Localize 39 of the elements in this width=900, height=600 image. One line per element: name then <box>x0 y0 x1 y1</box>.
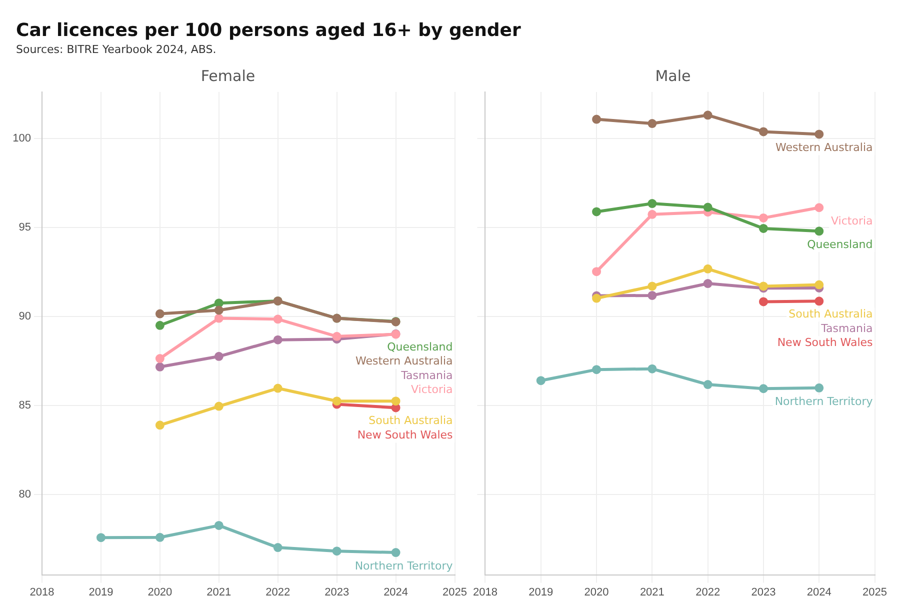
y-tick-label: 85 <box>18 400 31 412</box>
text: Tasmania <box>820 322 873 335</box>
text: South Australia <box>788 308 873 321</box>
series-label: Northern Territory <box>774 394 874 408</box>
series-label: Northern Territory <box>354 559 454 572</box>
text: New South Wales <box>357 428 454 442</box>
x-tick-label: 2024 <box>806 586 832 598</box>
text: New South Wales <box>777 336 874 350</box>
x-tick-label: 2019 <box>528 586 554 598</box>
series-label: Queensland <box>807 238 873 251</box>
y-tick-label: 80 <box>18 488 31 501</box>
x-tick-label: 2018 <box>472 586 498 598</box>
x-tick-label: 2023 <box>751 586 776 598</box>
x-tick-label: 2024 <box>384 586 408 598</box>
text: Victoria <box>411 383 453 396</box>
y-tick-label: 90 <box>18 310 31 323</box>
chart-title: Car licences per 100 persons aged 16+ by gender <box>16 20 522 41</box>
series-label: Queensland <box>387 340 453 354</box>
source-note: Sources: BITRE Yearbook 2024, ABS. <box>16 43 218 56</box>
chart-subtitle: Female <box>200 66 256 85</box>
x-tick-label: 2018 <box>30 586 54 598</box>
x-tick-label: 2022 <box>266 586 290 598</box>
series-label: South Australia <box>368 414 453 427</box>
x-tick-label: 2022 <box>696 586 720 598</box>
x-tick-label: 2025 <box>442 586 468 598</box>
x-tick-label: 2019 <box>88 586 114 598</box>
text: Western Australia <box>356 354 453 368</box>
text: Tasmania <box>400 368 453 382</box>
series-label: Victoria <box>831 214 873 228</box>
x-tick-label: 2023 <box>324 586 350 598</box>
x-tick-label: 2021 <box>640 586 664 598</box>
x-tick-label: 2021 <box>206 586 232 598</box>
x-tick-label: 2020 <box>148 586 172 598</box>
y-tick-label: 95 <box>18 221 31 234</box>
chart-subtitle: Male <box>655 66 691 85</box>
series-label: Western Australia <box>776 141 873 154</box>
x-tick-label: 2025 <box>862 586 888 598</box>
y-tick-label: 100 <box>12 132 31 144</box>
x-tick-label: 2020 <box>584 586 609 598</box>
